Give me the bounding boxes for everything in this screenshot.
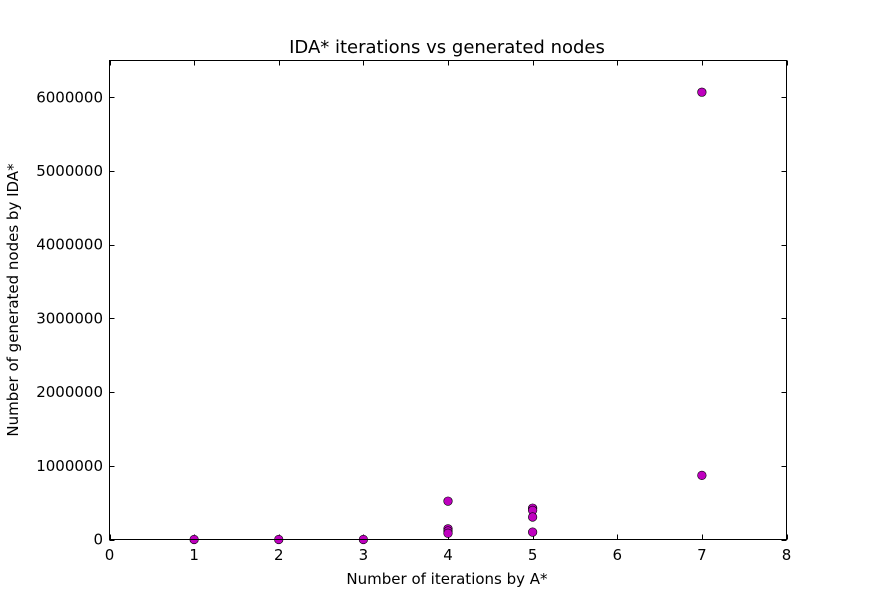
y-tick-label: 2000000 bbox=[36, 383, 103, 401]
y-tick-label: 3000000 bbox=[36, 309, 103, 327]
data-point bbox=[528, 512, 538, 522]
plot-frame bbox=[109, 60, 787, 540]
y-tick-label: 0 bbox=[93, 531, 103, 549]
axis-ticks bbox=[109, 60, 788, 541]
data-point bbox=[528, 527, 538, 537]
data-points bbox=[189, 87, 707, 545]
x-tick-label: 6 bbox=[612, 546, 622, 564]
x-tick-label: 1 bbox=[189, 546, 199, 564]
data-point bbox=[443, 528, 453, 538]
x-tick-label: 8 bbox=[782, 546, 792, 564]
y-axis-label: Number of generated nodes by IDA* bbox=[4, 163, 22, 437]
x-tick-label: 5 bbox=[528, 546, 538, 564]
data-point bbox=[697, 470, 707, 480]
x-tick-label: 3 bbox=[359, 546, 369, 564]
x-tick-label: 7 bbox=[697, 546, 707, 564]
chart-title: IDA* iterations vs generated nodes bbox=[289, 37, 605, 58]
x-tick-label: 2 bbox=[274, 546, 284, 564]
y-tick-label: 4000000 bbox=[36, 236, 103, 254]
x-tick-label: 4 bbox=[443, 546, 453, 564]
y-tick-label: 5000000 bbox=[36, 162, 103, 180]
data-point bbox=[697, 87, 707, 97]
y-tick-label: 1000000 bbox=[36, 457, 103, 475]
data-point bbox=[443, 496, 453, 506]
y-tick-label: 6000000 bbox=[36, 88, 103, 106]
x-axis-label: Number of iterations by A* bbox=[346, 570, 548, 588]
tick-labels: 0 1 2 3 4 5 6 7 8 0 1000000 2000000 3000000 4000000 50… bbox=[36, 88, 791, 564]
x-tick-label: 0 bbox=[105, 546, 115, 564]
